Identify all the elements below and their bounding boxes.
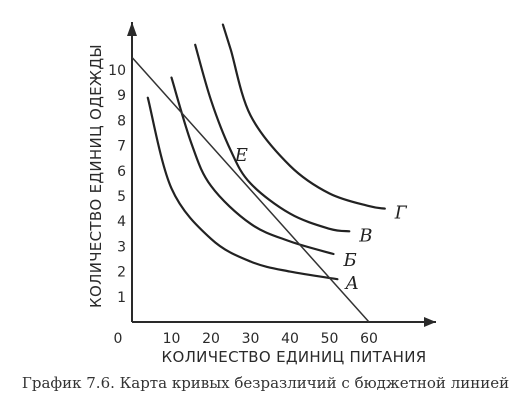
y-axis-title: КОЛИЧЕСТВО ЕДИНИЦ ОДЕЖДЫ [87, 44, 105, 308]
x-tick-label: 50 [321, 331, 339, 347]
origin-label: 0 [114, 331, 123, 347]
y-tick-label: 5 [117, 189, 126, 205]
x-axis-title: КОЛИЧЕСТВО ЕДИНИЦ ПИТАНИЯ [162, 348, 427, 366]
curve-label-В: В [358, 225, 372, 246]
budget-line [131, 56, 370, 323]
curve-label-Б: Б [342, 250, 356, 271]
y-tick-label: 9 [117, 88, 126, 104]
y-tick-label: 8 [117, 113, 126, 129]
curve-label-А: А [343, 273, 359, 294]
curve-label-Г: Г [394, 203, 408, 224]
x-tick-label: 10 [163, 331, 181, 347]
y-tick-label: 4 [117, 214, 126, 230]
y-axis-arrow [127, 22, 137, 36]
y-tick-label: 6 [117, 164, 126, 180]
indifference-curve-А [146, 96, 339, 281]
indifference-curve-Г [221, 23, 386, 210]
x-tick-label: 20 [202, 331, 220, 347]
x-tick-label: 40 [281, 331, 299, 347]
y-tick-label: 10 [108, 63, 126, 79]
indifference-curve-Б [170, 76, 335, 256]
y-tick-label: 7 [117, 139, 126, 155]
figure-caption: График 7.6. Карта кривых безразличий с б… [21, 374, 510, 392]
y-tick-label: 1 [117, 290, 126, 306]
y-tick-label: 2 [117, 265, 126, 281]
x-axis-arrow [424, 317, 436, 327]
indifference-curve-В [194, 43, 351, 233]
indifference-curves [131, 23, 386, 323]
tangency-point-label: Е [234, 145, 248, 166]
x-tick-label: 30 [242, 331, 260, 347]
y-tick-label: 3 [117, 239, 126, 255]
chart-labels: АБВ Г Е [234, 145, 408, 294]
x-tick-label: 60 [360, 331, 378, 347]
